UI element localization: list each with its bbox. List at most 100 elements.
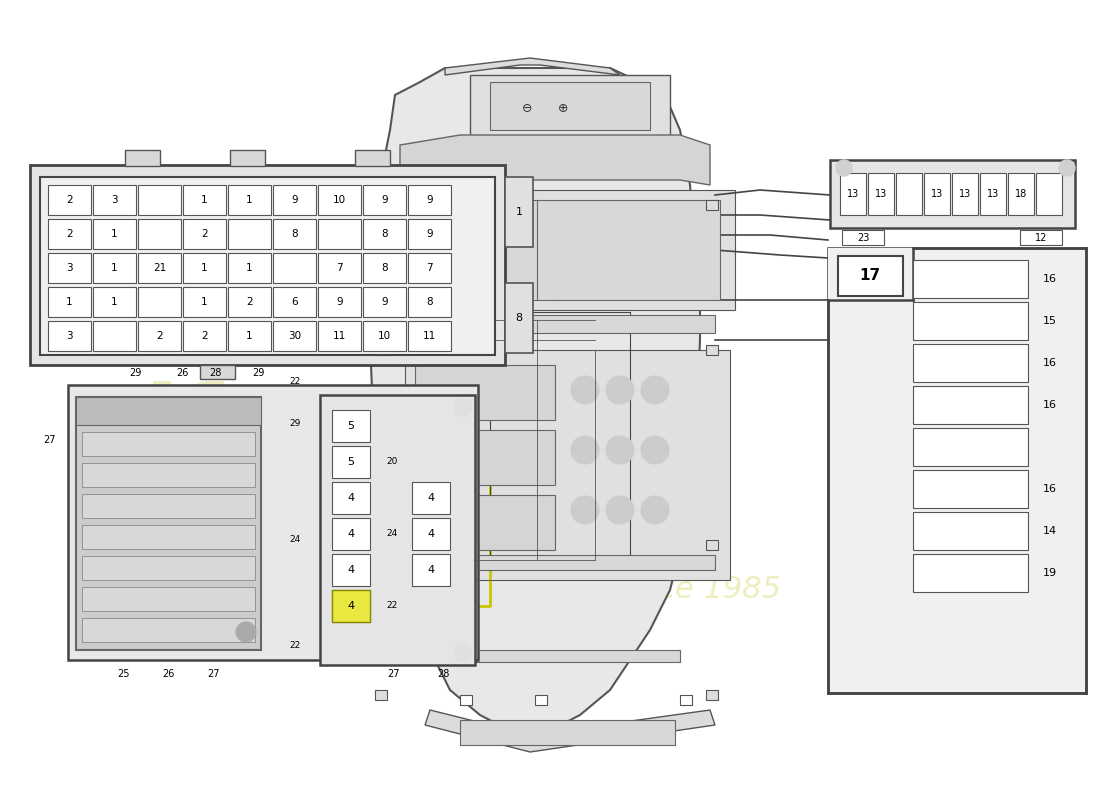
Bar: [48, 253, 91, 283]
Bar: [273, 321, 316, 351]
Bar: [273, 219, 316, 249]
Bar: [913, 512, 1028, 550]
Text: 2: 2: [156, 331, 163, 341]
Bar: [896, 173, 922, 215]
Bar: [30, 165, 505, 365]
Text: 10: 10: [378, 331, 392, 341]
Text: 1: 1: [111, 297, 118, 307]
Bar: [505, 283, 534, 353]
Text: 3: 3: [66, 331, 73, 341]
Text: 9: 9: [426, 195, 432, 205]
Bar: [408, 219, 451, 249]
Text: 13: 13: [987, 189, 999, 199]
Text: 1: 1: [201, 263, 208, 273]
Bar: [183, 219, 226, 249]
Bar: [460, 695, 472, 705]
Bar: [332, 446, 370, 478]
Bar: [375, 690, 387, 700]
Circle shape: [641, 436, 669, 464]
Text: 10: 10: [333, 195, 346, 205]
Bar: [68, 385, 478, 660]
Text: 13: 13: [847, 189, 859, 199]
Text: 7: 7: [337, 263, 343, 273]
Bar: [913, 260, 1028, 298]
Text: 19: 19: [1043, 568, 1057, 578]
Text: 9: 9: [426, 229, 432, 239]
Text: 2: 2: [201, 331, 208, 341]
Text: 27: 27: [207, 669, 219, 679]
Bar: [318, 185, 361, 215]
Bar: [980, 173, 1006, 215]
Bar: [913, 386, 1028, 424]
Polygon shape: [425, 710, 715, 752]
Text: 13: 13: [931, 189, 943, 199]
Circle shape: [454, 644, 472, 662]
Bar: [82, 494, 255, 518]
Circle shape: [606, 496, 634, 524]
Bar: [415, 200, 720, 300]
Text: 24: 24: [386, 530, 397, 538]
Text: 2: 2: [66, 195, 73, 205]
Text: 8: 8: [382, 229, 388, 239]
Text: 27: 27: [44, 435, 56, 445]
Bar: [840, 173, 866, 215]
Bar: [455, 650, 680, 662]
Text: 1: 1: [201, 297, 208, 307]
Text: 1: 1: [111, 263, 118, 273]
Text: 6: 6: [292, 297, 298, 307]
Text: 2: 2: [201, 229, 208, 239]
Circle shape: [606, 436, 634, 464]
Bar: [76, 397, 261, 650]
Text: 26: 26: [176, 368, 188, 378]
Bar: [82, 556, 255, 580]
Bar: [924, 173, 950, 215]
Bar: [913, 428, 1028, 466]
Bar: [318, 321, 361, 351]
Text: 29: 29: [289, 418, 300, 427]
Bar: [320, 395, 475, 665]
Text: 22: 22: [289, 641, 300, 650]
Bar: [420, 555, 715, 570]
Text: 16: 16: [1043, 400, 1057, 410]
Text: 2: 2: [66, 229, 73, 239]
Bar: [470, 75, 670, 140]
Bar: [490, 82, 650, 130]
Text: 17: 17: [859, 269, 881, 283]
Bar: [94, 287, 136, 317]
Text: 1: 1: [201, 195, 208, 205]
Text: 4: 4: [348, 601, 354, 611]
Bar: [318, 253, 361, 283]
Bar: [273, 253, 316, 283]
Text: 4: 4: [348, 601, 354, 611]
Bar: [273, 287, 316, 317]
Circle shape: [236, 622, 256, 642]
Bar: [412, 554, 450, 586]
Text: 4: 4: [428, 565, 435, 575]
Bar: [318, 287, 361, 317]
Text: 5: 5: [348, 421, 354, 431]
Bar: [706, 690, 718, 700]
Text: elfer: elfer: [68, 382, 331, 478]
Text: 8: 8: [426, 297, 432, 307]
Text: 8: 8: [292, 229, 298, 239]
Bar: [400, 190, 735, 310]
Bar: [82, 432, 255, 456]
Bar: [76, 397, 261, 425]
Text: a passion for parts since 1985: a passion for parts since 1985: [319, 575, 781, 605]
Bar: [535, 695, 547, 705]
Bar: [412, 482, 450, 514]
Bar: [318, 219, 361, 249]
Bar: [408, 185, 451, 215]
Bar: [94, 185, 136, 215]
Bar: [183, 287, 226, 317]
Bar: [332, 590, 370, 622]
Bar: [94, 253, 136, 283]
Text: 24: 24: [289, 535, 300, 545]
Text: 14: 14: [1043, 526, 1057, 536]
Bar: [830, 160, 1075, 228]
Text: 3: 3: [111, 195, 118, 205]
Bar: [138, 287, 182, 317]
Circle shape: [1059, 160, 1075, 176]
Bar: [138, 185, 182, 215]
Text: ⊕: ⊕: [558, 102, 569, 114]
